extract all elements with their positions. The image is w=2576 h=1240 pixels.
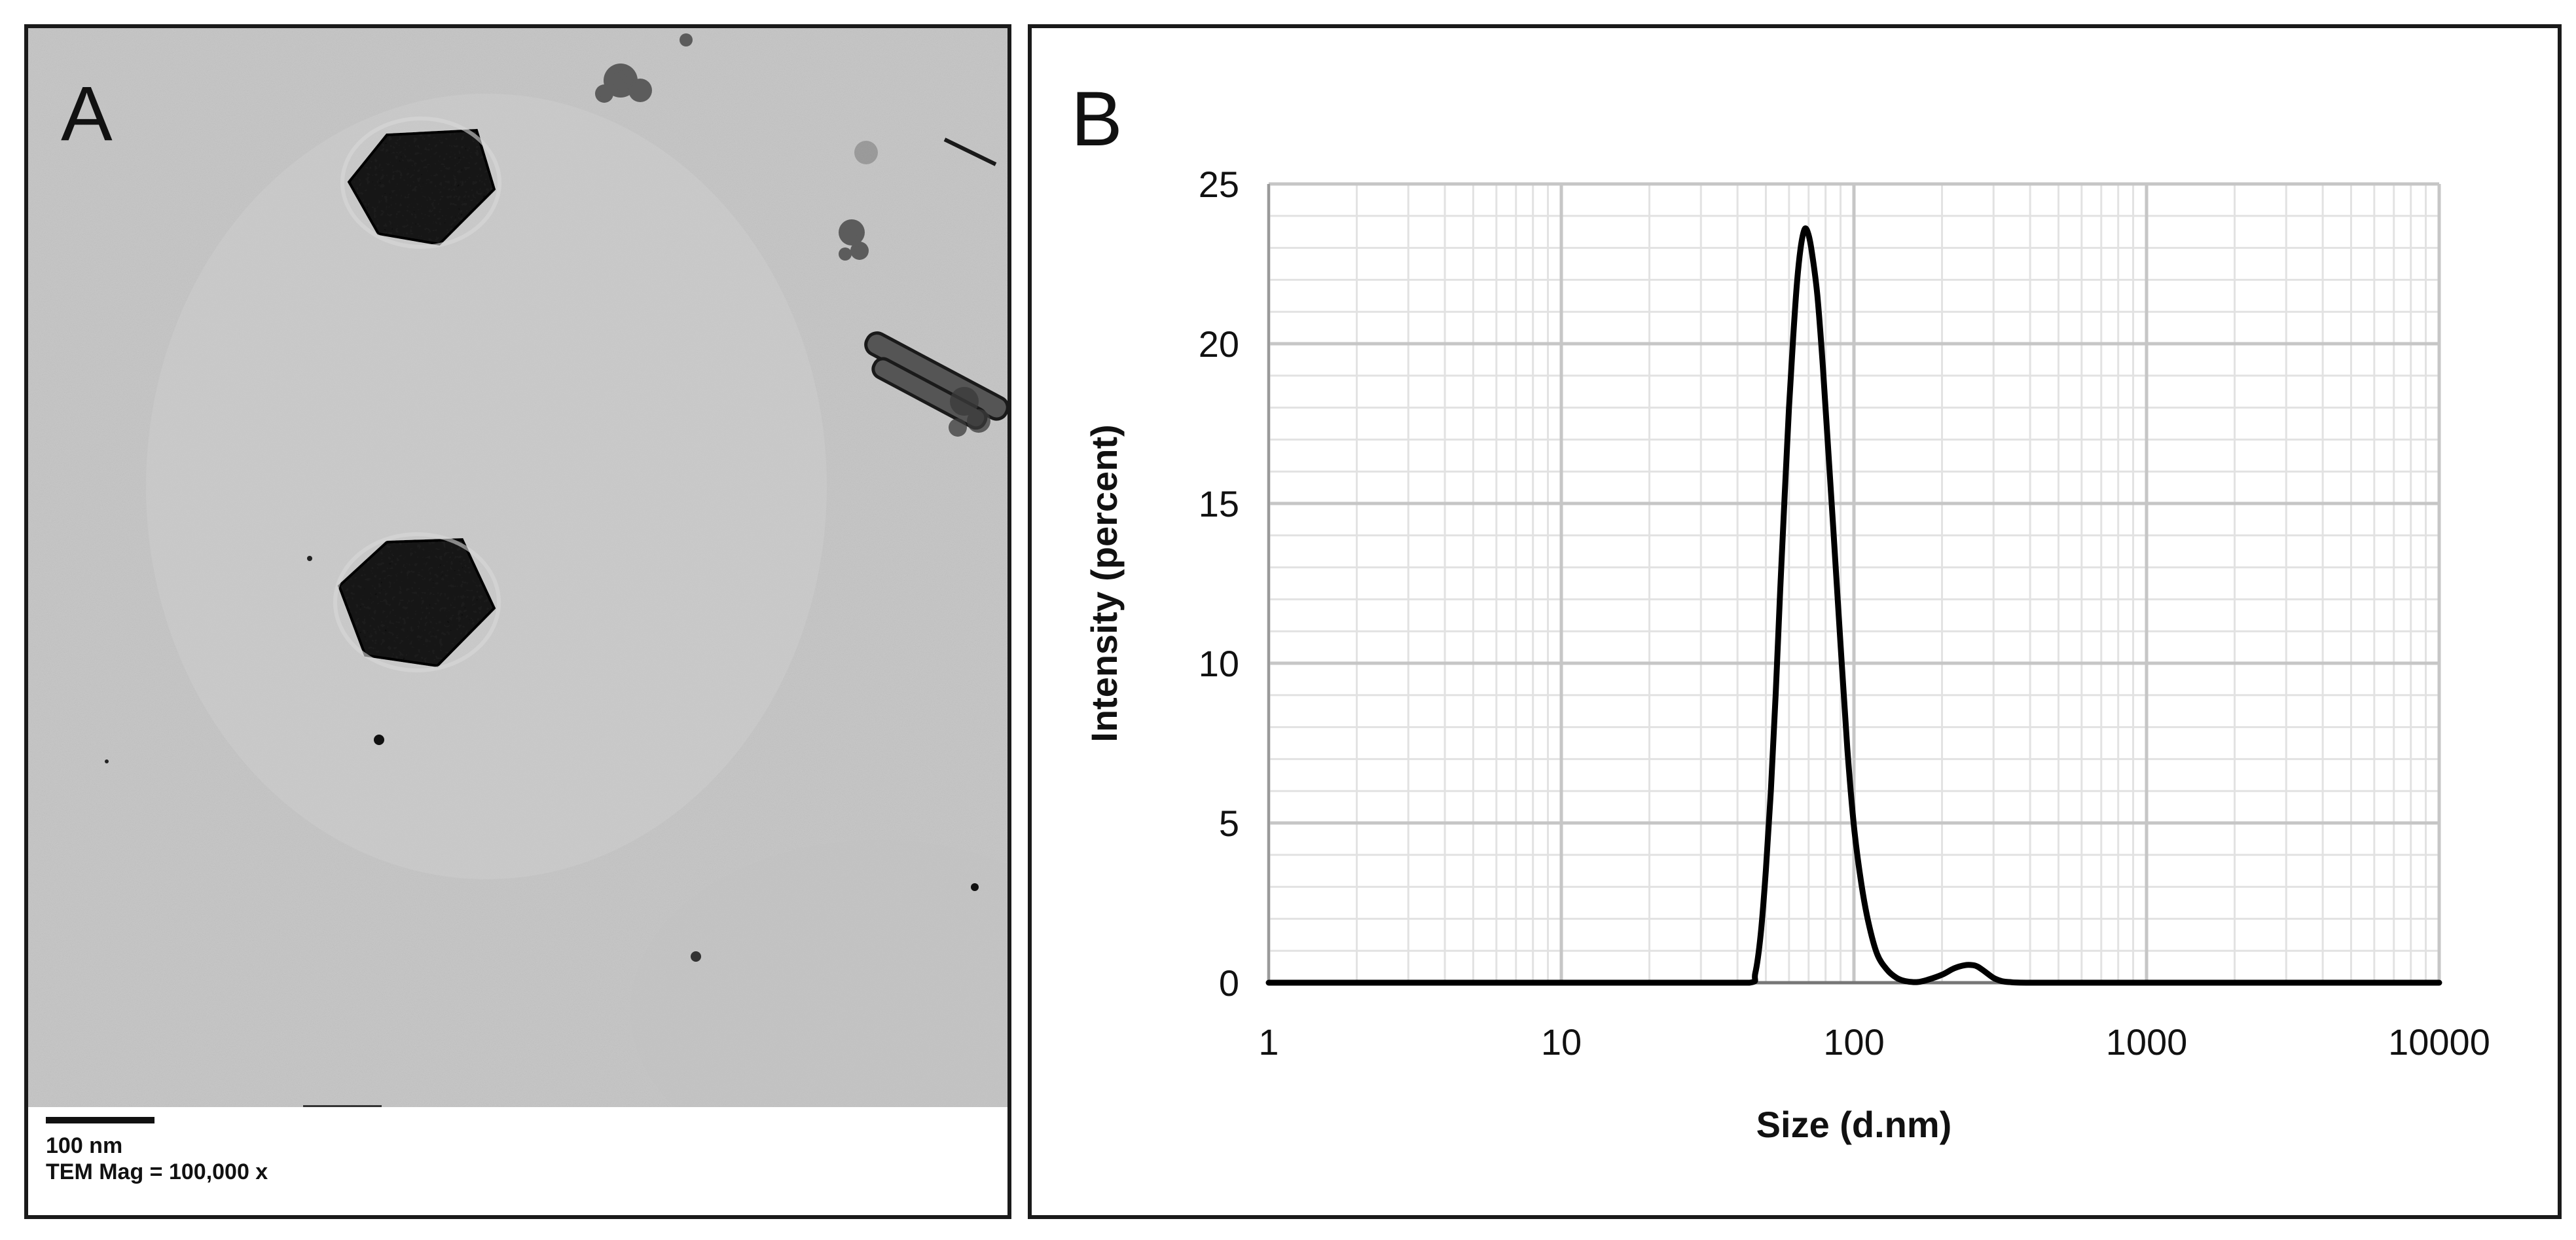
x-tick-labels: 1 10 100 1000 10000	[1258, 1021, 2490, 1063]
y-tick-label: 25	[1199, 164, 1239, 205]
y-tick-label: 0	[1219, 962, 1239, 1004]
scale-bar-label: 100 nm	[46, 1133, 123, 1158]
scale-bar	[46, 1117, 154, 1123]
tem-image	[28, 28, 1007, 1107]
y-tick-label: 20	[1199, 323, 1239, 365]
x-tick-label: 1000	[2106, 1021, 2188, 1063]
tem-caption-area	[28, 1107, 1007, 1215]
aggregate-particles	[595, 33, 990, 437]
x-tick-label: 100	[1823, 1021, 1884, 1063]
y-axis-label: Intensity (percent)	[1083, 424, 1125, 742]
panel-b-letter: B	[1071, 76, 1123, 162]
y-tick-label: 5	[1219, 803, 1239, 844]
size-distribution-chart: 1 10 100 1000 10000 0 5 10 15 20 25 Size (d.nm) I…	[1083, 164, 2490, 1145]
panel-b-chart: 1 10 100 1000 10000 0 5 10 15 20 25 Size (d.nm) I…	[1028, 24, 2562, 1219]
series-line	[1265, 225, 2442, 986]
panel-a-micrograph: A 100 nm TEM Mag = 100,000 x	[24, 24, 1011, 1219]
x-tick-label: 1	[1258, 1021, 1279, 1063]
y-tick-label: 10	[1199, 643, 1239, 684]
magnification-label: TEM Mag = 100,000 x	[46, 1159, 268, 1184]
y-tick-labels: 0 5 10 15 20 25	[1199, 164, 1239, 1004]
panel-a-letter: A	[61, 71, 113, 157]
x-axis-label: Size (d.nm)	[1756, 1104, 1952, 1145]
y-tick-label: 15	[1199, 483, 1239, 524]
tem-image-graphic	[28, 28, 1007, 1107]
x-tick-label: 10000	[2388, 1021, 2490, 1063]
x-tick-label: 10	[1541, 1021, 1582, 1063]
